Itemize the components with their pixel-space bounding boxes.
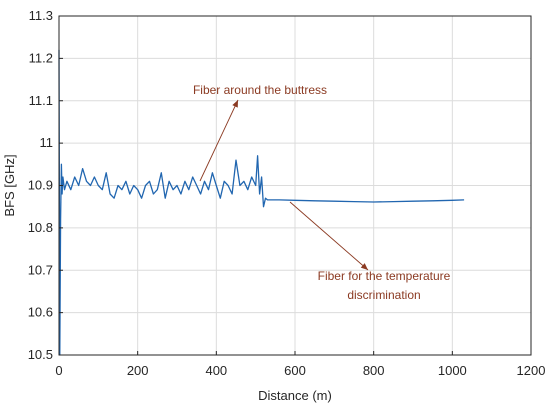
y-tick-label: 10.6 bbox=[28, 305, 53, 320]
series-line bbox=[58, 49, 465, 356]
series-group bbox=[58, 49, 465, 356]
x-tick-label: 400 bbox=[205, 363, 227, 378]
y-tick-label: 11.2 bbox=[29, 50, 53, 65]
y-tick-label: 10.9 bbox=[28, 178, 53, 193]
annotation-arrowhead-buttress bbox=[232, 100, 238, 108]
y-tick-label: 11 bbox=[40, 135, 54, 150]
x-tick-label: 0 bbox=[55, 363, 62, 378]
annotation-label-buttress: Fiber around the buttress bbox=[193, 83, 327, 97]
annotation-arrowhead-temperature bbox=[360, 263, 368, 270]
y-axis-title: BFS [GHz] bbox=[2, 154, 17, 216]
y-tick-label: 11.1 bbox=[29, 93, 53, 108]
y-tick-label: 10.7 bbox=[28, 262, 53, 277]
x-tick-label: 1000 bbox=[438, 363, 467, 378]
x-tick-label: 1200 bbox=[517, 363, 546, 378]
y-tick-label: 10.8 bbox=[28, 220, 53, 235]
annotation-label-temperature-line1: Fiber for the temperature bbox=[318, 269, 451, 283]
x-axis-ticks: 0 200 400 600 800 1000 1200 bbox=[55, 351, 545, 378]
y-tick-label: 11.3 bbox=[29, 8, 53, 23]
annotation-label-temperature-line2: discrimination bbox=[347, 288, 420, 302]
x-tick-label: 600 bbox=[284, 363, 306, 378]
x-axis-title: Distance (m) bbox=[258, 388, 332, 403]
y-tick-label: 10.5 bbox=[28, 347, 53, 362]
annotation-arrow-buttress bbox=[199, 99, 239, 182]
annotations: Fiber around the buttress Fiber for the … bbox=[193, 83, 451, 302]
x-tick-label: 800 bbox=[363, 363, 385, 378]
y-axis-ticks: 10.5 10.6 10.7 10.8 10.9 11 11.1 11.2 11.3 bbox=[28, 8, 63, 362]
x-tick-label: 200 bbox=[127, 363, 149, 378]
grid-lines bbox=[58, 15, 532, 356]
annotation-arrow-temperature bbox=[289, 201, 369, 271]
